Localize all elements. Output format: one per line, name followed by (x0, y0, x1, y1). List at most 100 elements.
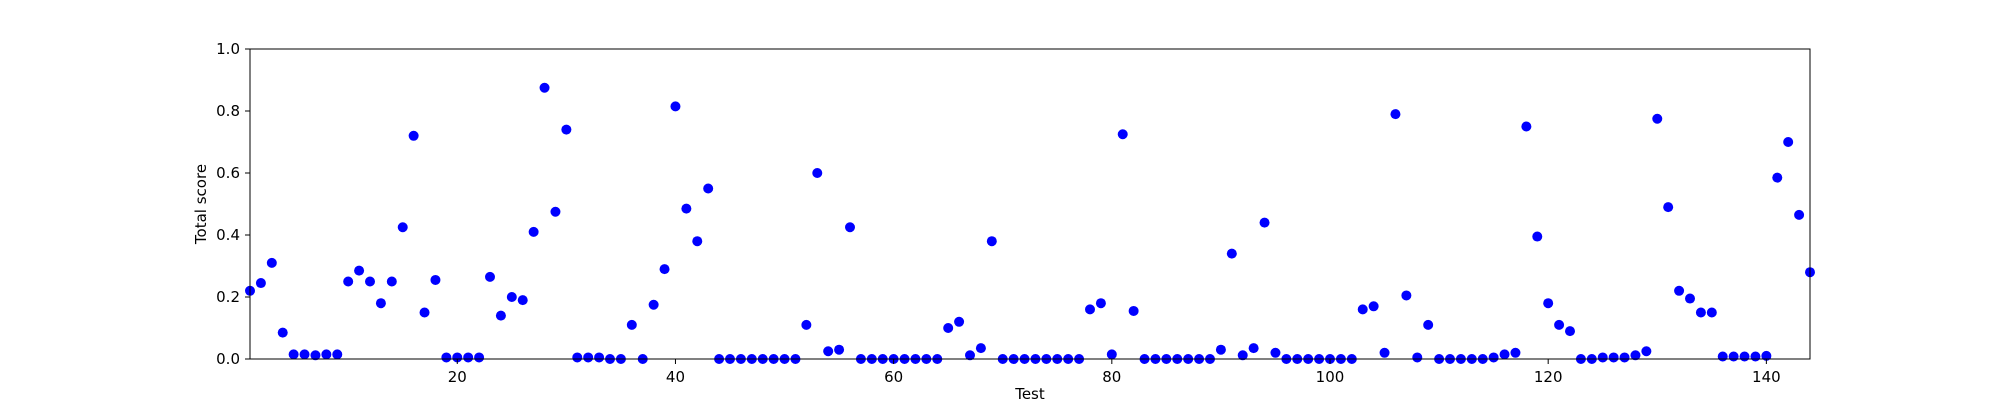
y-tick-label: 0.2 (216, 288, 240, 306)
data-point (1597, 352, 1608, 363)
data-point (343, 276, 354, 287)
data-point (845, 222, 855, 233)
data-point (1423, 319, 1434, 330)
data-point (1532, 231, 1543, 242)
data-point (1488, 352, 1499, 363)
y-tick-label: 0.8 (216, 102, 240, 120)
data-point (1543, 298, 1554, 309)
data-point (1554, 319, 1565, 330)
data-point (812, 168, 823, 178)
data-point (1106, 349, 1117, 360)
data-point (1379, 347, 1390, 358)
data-point (1085, 304, 1095, 315)
data-point (485, 271, 495, 282)
data-point (1674, 285, 1685, 296)
data-point (692, 236, 703, 247)
data-point (626, 319, 637, 330)
data-point (365, 276, 375, 287)
data-point (1248, 343, 1259, 354)
y-tick-label: 1.0 (216, 40, 240, 58)
data-point (1739, 351, 1750, 362)
x-tick-label: 100 (1316, 368, 1345, 386)
data-point (441, 352, 452, 363)
data-point (474, 352, 485, 363)
data-point (1761, 350, 1772, 361)
x-tick-label: 80 (1102, 368, 1121, 386)
data-point (954, 316, 965, 327)
data-point (1717, 351, 1728, 362)
data-point (1783, 137, 1794, 147)
data-point (1772, 172, 1783, 183)
data-point (419, 307, 430, 318)
data-point (397, 222, 408, 233)
data-point (1706, 307, 1717, 318)
data-point (354, 265, 365, 276)
data-point (408, 130, 419, 141)
data-point (1357, 304, 1368, 315)
data-point (986, 236, 997, 247)
data-point (823, 346, 834, 357)
data-point (1499, 349, 1510, 360)
data-point (1215, 344, 1226, 355)
data-point (1695, 307, 1706, 318)
data-point (1652, 113, 1663, 124)
data-point (1608, 352, 1619, 363)
data-point (943, 323, 954, 333)
data-point (583, 352, 594, 363)
data-point (1641, 346, 1652, 357)
data-point (452, 352, 463, 363)
data-point (1663, 202, 1674, 213)
x-tick-label: 120 (1534, 368, 1563, 386)
data-point (659, 264, 670, 275)
x-axis-label: Test (1014, 385, 1045, 400)
data-point (299, 349, 310, 360)
data-point (834, 344, 845, 355)
data-point (1401, 290, 1412, 301)
data-point (594, 352, 605, 363)
y-axis-ticks: 0.0 0.2 0.4 0.6 0.8 1.0 (216, 40, 250, 368)
data-point (1270, 347, 1281, 358)
data-point (1095, 298, 1106, 309)
data-point (463, 352, 474, 363)
data-point (572, 352, 583, 363)
data-point (550, 206, 561, 217)
data-point (561, 124, 572, 135)
data-point (310, 350, 321, 361)
data-point (1521, 121, 1532, 132)
data-point (506, 292, 517, 302)
data-point (1685, 293, 1695, 304)
data-point (648, 299, 659, 310)
data-point (1237, 350, 1248, 361)
data-point (1390, 109, 1401, 120)
x-tick-label: 20 (448, 368, 467, 386)
data-point (266, 257, 277, 268)
data-point (430, 274, 441, 285)
data-point (965, 350, 975, 361)
data-point (321, 349, 332, 360)
plot-frame (249, 48, 1811, 360)
data-point (1630, 350, 1641, 361)
data-point (1117, 129, 1128, 140)
data-point (1368, 301, 1379, 312)
x-tick-label: 140 (1752, 368, 1781, 386)
y-tick-label: 0.6 (216, 164, 240, 182)
data-point (1259, 217, 1270, 228)
data-point (1728, 351, 1739, 362)
data-point (670, 101, 681, 112)
y-tick-label: 0.4 (216, 226, 240, 244)
data-point (1510, 347, 1521, 358)
data-point (1619, 352, 1630, 363)
data-point (681, 203, 692, 214)
data-point (975, 343, 986, 354)
data-point (801, 319, 812, 330)
data-point (517, 295, 528, 306)
data-point (703, 183, 714, 194)
data-point (1128, 305, 1139, 316)
data-point (528, 226, 539, 237)
x-axis-ticks: 20 40 60 80 100 120 140 (448, 359, 1781, 386)
data-point (255, 278, 266, 289)
data-point (539, 82, 550, 93)
data-point (1794, 209, 1805, 220)
data-point (1565, 326, 1575, 337)
